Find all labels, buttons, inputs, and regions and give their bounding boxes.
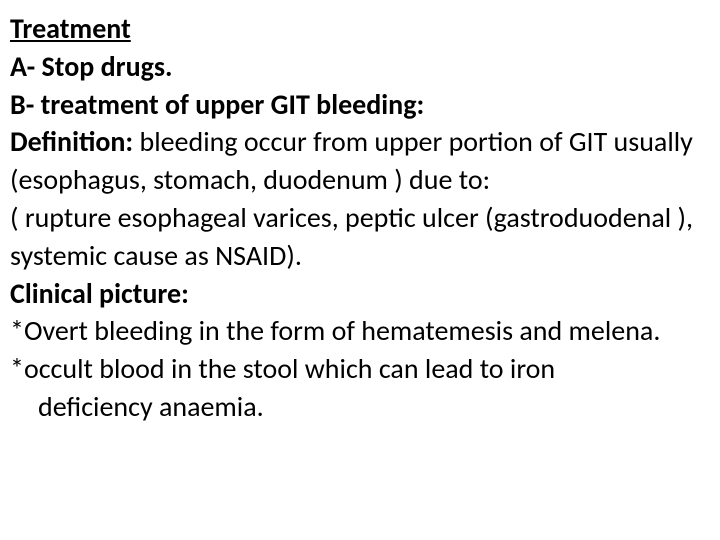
bullet-occult-text2: deficiency anaemia. [38,389,264,424]
bullet-occult-line1: *occult blood in the stool which can lea… [10,350,700,388]
bullet-occult-line2: deficiency anaemia. [10,388,700,426]
item-b-text: B- treatment of upper GIT bleeding: [10,87,424,122]
definition-label: Definition: [10,124,133,159]
causes-text: ( rupture esophageal varices, peptic ulc… [10,200,693,273]
definition-line: Definition: bleeding occur from upper po… [10,123,700,199]
bullet-overt: *Overt bleeding in the form of hematemes… [10,312,700,350]
item-a: A- Stop drugs. [10,48,700,86]
clinical-picture-heading: Clinical picture: [10,275,700,313]
item-a-text: A- Stop drugs. [10,49,173,84]
heading-treatment: Treatment [10,10,700,48]
slide-content: Treatment A- Stop drugs. B- treatment of… [0,0,720,540]
clinical-picture-text: Clinical picture: [10,276,189,311]
item-b: B- treatment of upper GIT bleeding: [10,86,700,124]
heading-treatment-text: Treatment [10,11,131,46]
bullet-occult-text1: *occult blood in the stool which can lea… [10,351,555,386]
causes-line: ( rupture esophageal varices, peptic ulc… [10,199,700,275]
bullet-overt-text: *Overt bleeding in the form of hematemes… [10,313,660,348]
